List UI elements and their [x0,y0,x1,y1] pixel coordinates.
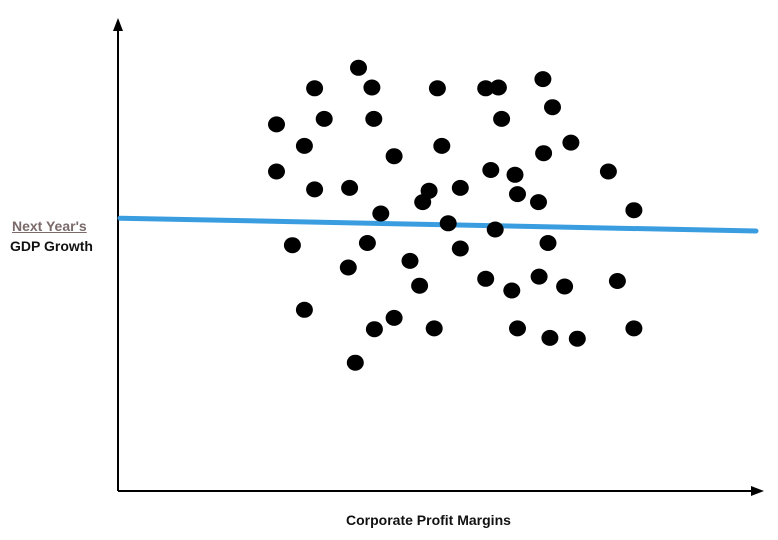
data-point-51 [569,331,586,347]
data-point-9 [316,111,333,127]
data-point-47 [366,321,383,337]
data-point-18 [268,164,285,180]
data-point-31 [625,202,642,218]
data-point-52 [625,320,642,336]
data-point-23 [341,180,358,196]
data-point-25 [452,180,469,196]
data-point-38 [340,260,357,276]
data-point-44 [609,273,626,289]
data-point-20 [507,167,524,183]
data-point-49 [509,320,526,336]
data-point-6 [490,80,507,96]
data-point-48 [426,320,443,336]
data-point-8 [268,116,285,132]
data-point-36 [540,235,557,251]
data-point-14 [386,148,403,164]
data-point-40 [531,269,548,285]
data-point-35 [452,241,469,257]
data-point-32 [487,222,504,238]
data-point-34 [359,235,376,251]
trend-line [120,218,756,231]
data-point-16 [535,145,552,161]
data-point-4 [429,80,446,96]
y-axis-label-line2: GDP Growth [10,238,93,254]
data-point-43 [556,279,573,295]
data-point-39 [477,271,494,287]
data-point-37 [402,253,419,269]
trend-layer [120,218,756,231]
data-point-33 [284,237,301,253]
data-point-11 [493,111,510,127]
data-point-41 [411,278,428,294]
data-point-21 [600,164,617,180]
data-point-7 [534,71,551,87]
data-point-42 [503,283,520,299]
data-point-29 [372,206,389,222]
x-axis-arrow [751,486,764,496]
data-point-50 [541,330,558,346]
x-axis-label: Corporate Profit Margins [346,512,511,528]
data-point-3 [363,80,380,96]
data-point-45 [296,302,313,318]
y-axis-label-line1: Next Year's [12,218,87,234]
data-point-19 [482,162,499,178]
data-point-13 [296,138,313,154]
data-point-1 [350,60,367,76]
data-point-2 [306,80,323,96]
data-point-27 [414,194,431,210]
data-point-53 [347,355,364,371]
y-axis-arrow [113,18,123,31]
data-point-17 [562,135,579,151]
data-point-30 [440,215,457,231]
data-point-46 [386,310,403,326]
points-layer [268,60,642,371]
data-point-22 [306,181,323,197]
data-point-12 [544,99,561,115]
data-point-10 [365,111,382,127]
data-point-28 [530,194,547,210]
data-point-15 [433,138,450,154]
data-point-26 [509,186,526,202]
